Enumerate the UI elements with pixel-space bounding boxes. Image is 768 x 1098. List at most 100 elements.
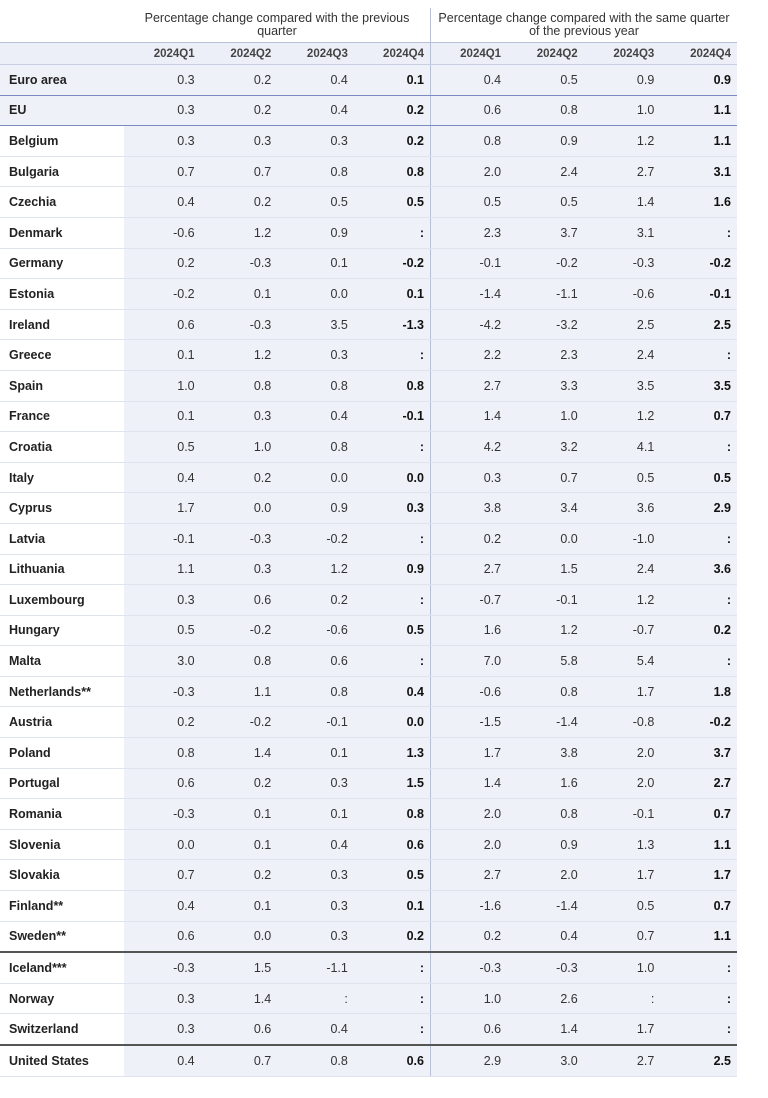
table-cell: 0.7 (200, 156, 278, 188)
header-group-prev-quarter: Percentage change compared with the prev… (124, 8, 431, 43)
table-cell: 0.5 (124, 431, 201, 463)
row-label: Sweden** (0, 921, 125, 953)
table-cell: 1.5 (507, 554, 584, 586)
table-cell: 2.3 (507, 339, 584, 371)
table-row: Spain 1.0 0.8 0.8 0.8 2.7 3.3 3.5 3.5 (0, 370, 737, 402)
table-row: Norway 0.3 1.4::1.0 2.6:: (0, 983, 737, 1015)
table-cell: 3.0 (124, 645, 201, 677)
row-label: Cyprus (0, 492, 125, 524)
table-row: Czechia 0.4 0.2 0.5 0.5 0.5 0.5 1.4 1.6 (0, 186, 737, 218)
table-cell: 0.9 (507, 125, 584, 157)
table-cell: 0.5 (353, 859, 431, 892)
table-body: Euro area 0.3 0.2 0.4 0.1 0.4 0.5 0.9 0.9 EU 0.3 0.… (0, 64, 737, 1077)
table-cell: 0.1 (124, 339, 201, 371)
table-cell: : (353, 645, 431, 677)
header-quarter: 2024Q3 (277, 42, 354, 65)
row-label: Belgium (0, 125, 125, 157)
table-cell: 0.4 (507, 921, 584, 953)
table-cell: -1.5 (429, 706, 508, 739)
row-label: Greece (0, 339, 125, 371)
table-row: Switzerland 0.3 0.6 0.4:0.6 1.4 1.7: (0, 1013, 737, 1046)
table-cell: : (660, 645, 737, 677)
table-cell: 0.8 (277, 1043, 354, 1077)
table-cell: 0.2 (200, 64, 278, 96)
table-cell: 0.6 (200, 584, 278, 616)
table-cell: : (353, 339, 431, 371)
table-cell: 5.8 (507, 645, 584, 677)
table-cell: 0.6 (124, 768, 201, 800)
table-cell: : (660, 523, 737, 555)
table-cell: 3.6 (660, 554, 737, 586)
table-cell: 2.7 (583, 156, 661, 188)
table-cell: 0.8 (277, 370, 354, 402)
table-cell: 0.4 (124, 890, 201, 922)
table-row: Belgium 0.3 0.3 0.3 0.2 0.8 0.9 1.2 1.1 (0, 125, 737, 157)
table-cell: 0.0 (124, 829, 201, 861)
table-row: Lithuania 1.1 0.3 1.2 0.9 2.7 1.5 2.4 3.6 (0, 554, 737, 586)
table-cell: 0.6 (429, 1013, 508, 1046)
table-cell: 0.2 (200, 186, 278, 218)
table-cell: 3.8 (507, 737, 584, 769)
table-cell: -1.4 (429, 278, 508, 310)
table-cell: 3.3 (507, 370, 584, 402)
row-label: EU (0, 95, 125, 127)
table-cell: 0.8 (353, 370, 431, 402)
table-cell: 1.1 (124, 554, 201, 586)
table-row: France 0.1 0.3 0.4 -0.1 1.4 1.0 1.2 0.7 (0, 401, 737, 433)
row-label: Euro area (0, 64, 125, 96)
table-cell: 1.2 (583, 401, 661, 433)
table-cell: 0.2 (429, 921, 508, 953)
table-row: Euro area 0.3 0.2 0.4 0.1 0.4 0.5 0.9 0.9 (0, 64, 737, 96)
table-cell: 3.7 (507, 217, 584, 249)
table-cell: 0.8 (277, 431, 354, 463)
table-cell: 0.3 (124, 64, 201, 96)
table-row: Ireland 0.6 -0.3 3.5 -1.3 -4.2 -3.2 2.5 2.5 (0, 309, 737, 341)
table-cell: : (353, 431, 431, 463)
table-cell: 3.8 (429, 492, 508, 524)
table-cell: -1.0 (583, 523, 661, 555)
table-cell: -0.3 (583, 248, 661, 280)
table-cell: 0.6 (277, 645, 354, 677)
table-cell: 3.5 (277, 309, 354, 341)
header-quarter: 2024Q2 (200, 42, 278, 65)
table-cell: 1.1 (200, 676, 278, 708)
table-cell: 2.5 (660, 309, 737, 341)
table-cell: 0.5 (507, 64, 584, 96)
table-cell: -1.4 (507, 890, 584, 922)
table-cell: 0.1 (200, 829, 278, 861)
table-cell: 0.2 (660, 615, 737, 647)
table-cell: 0.2 (429, 523, 508, 555)
table-cell: 1.1 (660, 829, 737, 861)
row-label: Poland (0, 737, 125, 769)
table-cell: 0.7 (200, 1043, 278, 1077)
row-label: Slovenia (0, 829, 125, 861)
table-cell: 0.4 (124, 1043, 201, 1077)
table-cell: 2.0 (583, 737, 661, 769)
row-label: Latvia (0, 523, 125, 555)
table-row: Greece 0.1 1.2 0.3:2.2 2.3 2.4: (0, 339, 737, 371)
header-quarter: 2024Q2 (507, 42, 584, 65)
table-cell: 0.3 (124, 125, 201, 157)
table-cell: 0.5 (277, 186, 354, 218)
table-cell: 0.1 (353, 64, 431, 96)
table-cell: -0.3 (200, 248, 278, 280)
table-cell: : (660, 431, 737, 463)
table-cell: 2.0 (429, 156, 508, 188)
table-cell: 0.6 (429, 95, 508, 127)
table-cell: 1.2 (583, 125, 661, 157)
table-cell: 0.2 (353, 95, 431, 127)
table-cell: 0.3 (277, 921, 354, 953)
table-cell: -0.1 (660, 278, 737, 310)
table-cell: 2.6 (507, 983, 584, 1015)
table-cell: 2.7 (429, 370, 508, 402)
table-row: Iceland*** -0.3 1.5 -1.1: -0.3 -0.3 1.0: (0, 951, 737, 984)
row-label: Ireland (0, 309, 125, 341)
table-cell: 0.3 (277, 125, 354, 157)
table-cell: 0.1 (277, 798, 354, 830)
table-cell: 3.6 (583, 492, 661, 524)
table-cell: 2.9 (660, 492, 737, 524)
table-cell: 0.1 (124, 401, 201, 433)
table-cell: 1.0 (124, 370, 201, 402)
table-cell: 7.0 (429, 645, 508, 677)
table-cell: -0.2 (277, 523, 354, 555)
